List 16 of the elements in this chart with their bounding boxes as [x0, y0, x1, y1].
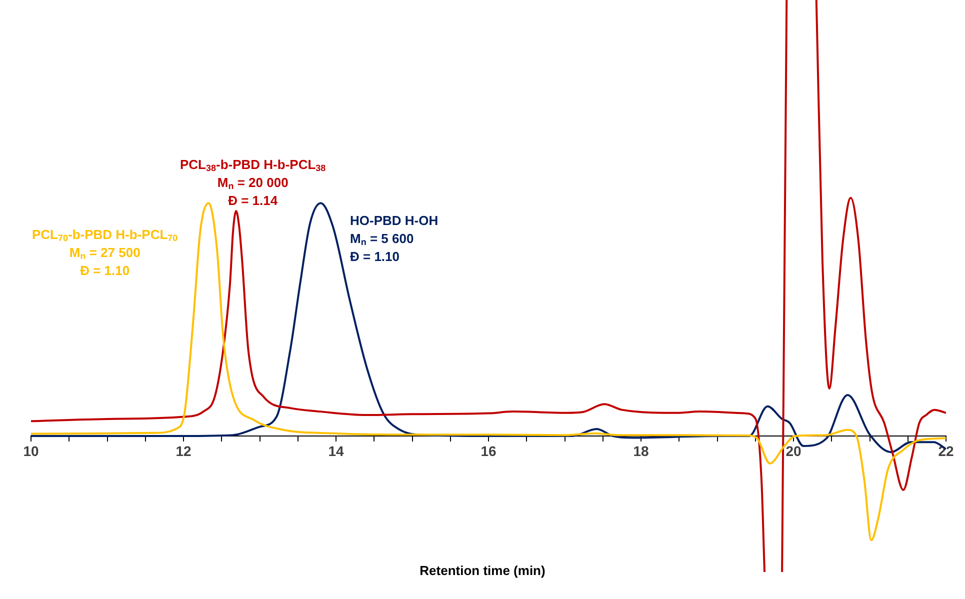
series-label: HO-PBD H-OH: [350, 213, 438, 228]
x-tick-label: 14: [328, 443, 344, 460]
annotation: M$_{n}$ = 20 000: [217, 175, 288, 191]
text: PCL$_{38}$-b-PBD H-b-PCL$_{38}$: [180, 157, 326, 173]
x-tick-label: 20: [786, 443, 802, 460]
annotation: Đ = 1.10: [80, 263, 130, 278]
annotation: Đ = 1.14: [228, 193, 278, 208]
annotation: M$_{n}$ = 27 500: [69, 245, 140, 261]
x-tick-label: 18: [633, 443, 649, 460]
series-label: PCL$_{70}$-b-PBD H-b-PCL$_{70}$: [32, 227, 178, 243]
annotation: M$_{n}$ = 5 600: [350, 231, 414, 247]
x-tick-label: 12: [176, 443, 192, 460]
annotation: Đ = 1.10: [350, 249, 400, 264]
x-axis-title: Retention time (min): [418, 563, 546, 578]
x-tick-label: 16: [480, 443, 496, 460]
x-tick-label: 10: [23, 443, 39, 460]
